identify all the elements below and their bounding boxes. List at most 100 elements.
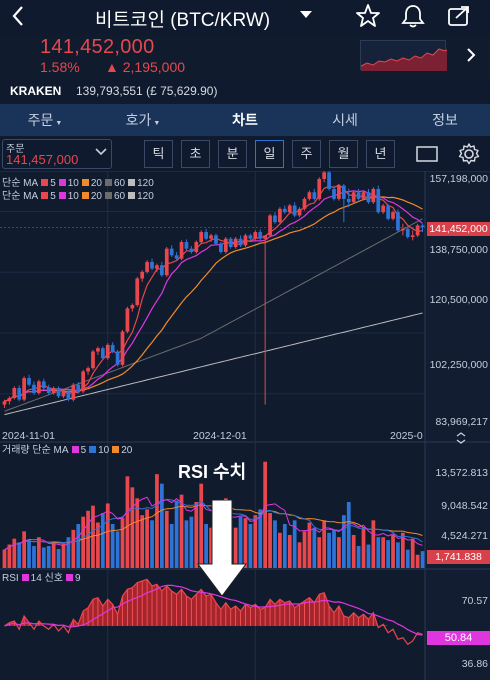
candle-body [366,192,371,203]
order-price-select[interactable] [2,139,112,169]
candle-body [12,388,17,398]
layout-icon[interactable] [415,144,439,169]
rsi-fill [4,579,423,626]
chevron-down-icon[interactable] [95,147,107,160]
chevron-right-icon[interactable] [465,47,477,68]
volume-bar [282,524,287,568]
legend-item: 5 [41,178,56,189]
timeframe-button[interactable]: 년 [366,140,395,168]
timeframe-button[interactable]: 일 [255,140,284,168]
y-tick-price: 83,969,217 [435,416,488,428]
legend-item: 20 [81,178,102,189]
rsi-line [4,578,423,646]
volume-bar [164,510,169,568]
candle-body [356,192,361,199]
legend-item: 20 [81,191,102,202]
tab-4[interactable]: 정보 [415,110,475,130]
bell-icon[interactable] [400,3,426,34]
timeframe-button[interactable]: 월 [329,140,358,168]
candle-body [415,225,420,236]
order-price-label: 주문 [6,144,25,155]
legend-label: 거래량 단순 MA [2,445,69,456]
mini-chart[interactable] [360,40,448,71]
tab-3[interactable]: 시세 [315,110,375,130]
candle-body [189,248,194,252]
candle-body [179,242,184,259]
star-icon[interactable] [355,3,381,34]
timeframe-button[interactable]: 초 [181,140,210,168]
volume-bar [17,542,22,568]
candle-body [115,351,120,365]
candle-body [7,397,12,402]
volume-bar [32,546,36,568]
legend-item: 60 [105,178,125,189]
candle-body [105,344,110,359]
current-price: 141,452,000 [40,36,155,58]
candle-body [273,215,277,223]
rsi-signal-line [4,584,423,636]
price-chart[interactable] [0,171,490,680]
chevron-left-icon[interactable] [10,4,28,28]
timeframe-button[interactable]: 주 [292,140,321,168]
volume-bar [287,535,292,568]
volume-bar [292,520,297,568]
volume-bar [332,529,336,568]
tab-label: 호가 [125,112,152,128]
candle-body [400,228,405,231]
tab-1[interactable]: 호가 ▼ [113,110,173,130]
chart-background [0,171,490,680]
candle-body [41,381,46,389]
timeframe-button[interactable]: 틱 [144,140,173,168]
expand-icon[interactable] [455,431,467,449]
volume-bar [51,542,56,568]
volume-bar [356,546,361,568]
volume-bar [346,502,351,568]
candle-body [56,388,61,397]
volume-bar [96,522,100,568]
volume-bar [169,524,174,568]
volume-bar [130,487,135,568]
volume-bar [110,524,115,568]
candle-body [169,248,174,256]
y-axis-area [425,171,490,680]
candle-body [337,185,341,199]
candle-body [46,388,51,394]
candle-body [341,185,346,199]
page-title[interactable]: 비트코인 (BTC/KRW) [95,10,271,31]
share-icon[interactable] [446,3,472,34]
candle-body [32,384,36,394]
y-tick-price: 120,500,000 [429,294,488,306]
legend-item: 10 [89,445,109,456]
candle-body [351,192,356,203]
volume-bar [273,520,277,568]
legend-label: 단순 MA [2,191,39,202]
candle-body [91,351,95,369]
caret-down-icon: ▼ [53,120,63,127]
volume-bar [179,494,184,568]
volume-bar [81,516,86,568]
candle-body [17,388,22,400]
candle-body [150,261,154,269]
volume-bar [125,476,130,568]
timeframe-button[interactable]: 분 [218,140,247,168]
candle-body [278,208,282,223]
exchange-value: 139,793,551 (£ 75,629.90) [76,84,218,98]
gear-icon[interactable] [457,142,481,171]
candle-body [405,228,410,238]
legend-item: 9 [65,573,81,584]
tab-2[interactable]: 차트 [215,110,275,130]
candle-body [312,192,317,199]
candle-body [194,242,199,252]
candle-body [159,265,164,276]
legend-item: 10 [58,191,79,202]
volume-bar [194,502,199,568]
volume-bar [91,505,95,568]
volume-bar [46,546,51,568]
volume-bar [66,537,71,568]
rsi-legend: RSI 14 신호 9 [2,569,84,584]
candle-body [228,238,233,248]
caret-down-icon[interactable] [300,8,312,22]
volume-tag: 1,741.838 [427,550,490,564]
volume-legend: 거래량 단순 MA 5 10 20 [2,441,135,456]
tab-0[interactable]: 주문 ▼ [15,110,75,130]
